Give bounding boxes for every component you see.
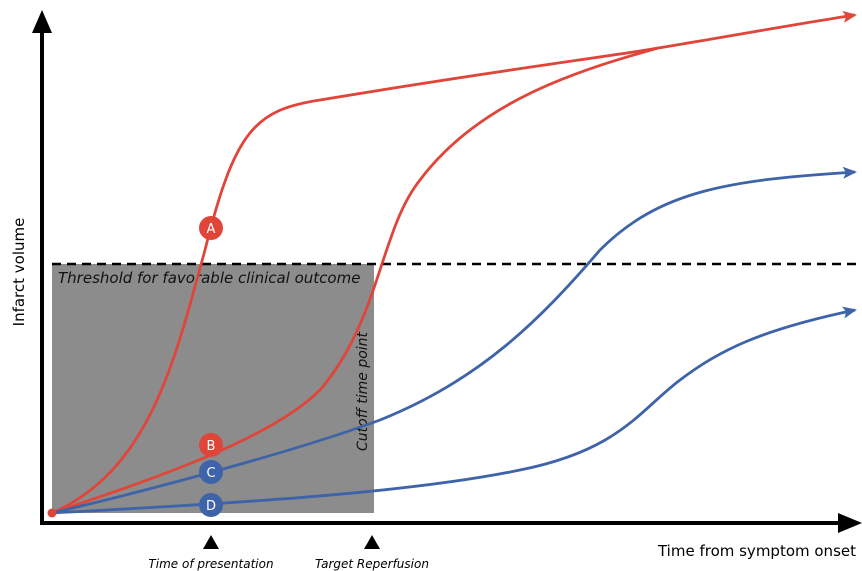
curve-label-c-text: C: [206, 466, 215, 481]
presentation-label: Time of presentation: [148, 557, 273, 571]
reperfusion-label: Target Reperfusion: [315, 557, 429, 571]
curve-label-d-text: D: [206, 499, 216, 514]
curve-label-c: C: [199, 460, 223, 484]
threshold-label: Threshold for favorable clinical outcome: [58, 269, 360, 287]
curve-label-a-text: A: [207, 222, 216, 237]
origin-point: [47, 508, 57, 518]
y-axis-label: Infarct volume: [10, 218, 28, 327]
curve-label-b: B: [199, 433, 223, 457]
curve-label-d: D: [199, 493, 223, 517]
curve-label-a: A: [199, 216, 223, 240]
x-axis-arrowhead: [838, 513, 862, 533]
reperfusion-marker: [364, 535, 380, 549]
y-axis-arrowhead: [32, 10, 52, 33]
curve-d: [51, 306, 857, 515]
x-axis-label: Time from symptom onset: [657, 542, 856, 560]
curve-b: [51, 46, 659, 515]
cutoff-label: Cutoff time point: [355, 331, 371, 451]
presentation-marker: [203, 535, 219, 549]
curve-label-b-text: B: [207, 439, 216, 454]
curve-a: [51, 10, 857, 515]
